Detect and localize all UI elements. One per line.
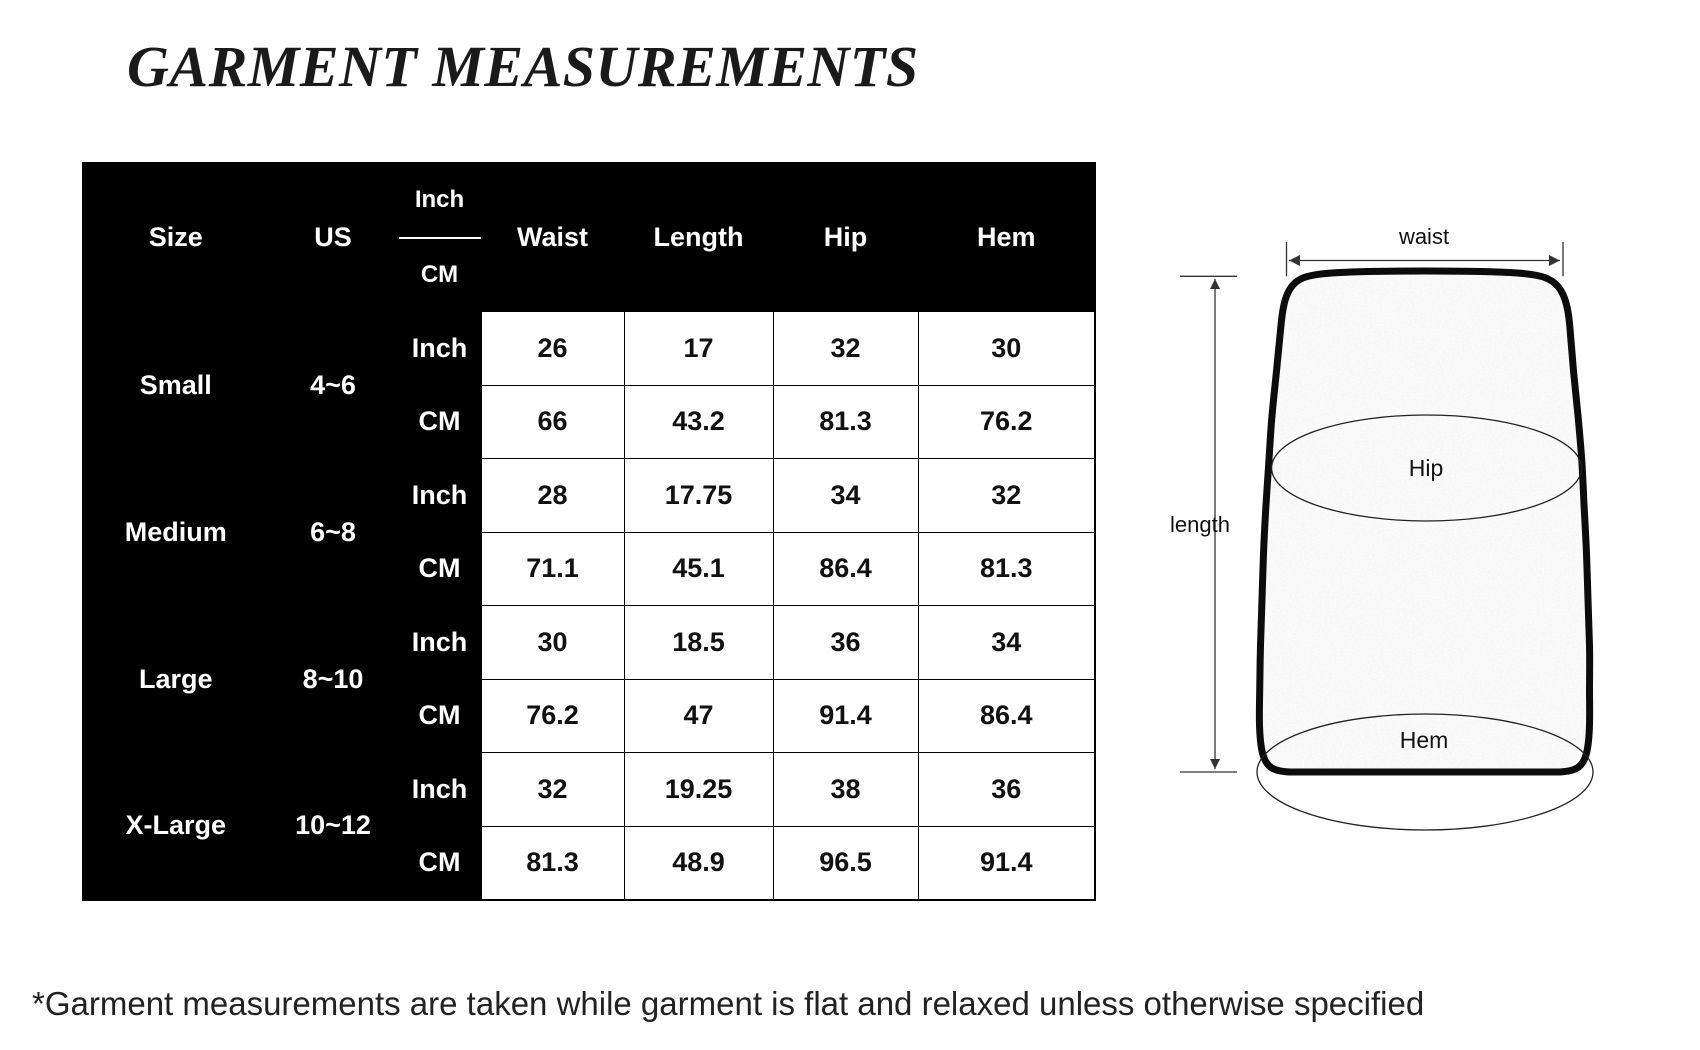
svg-text:Hip: Hip <box>1409 455 1444 481</box>
svg-text:Hem: Hem <box>1400 727 1449 753</box>
svg-text:length: length <box>1170 512 1230 537</box>
svg-text:waist: waist <box>1398 224 1449 249</box>
